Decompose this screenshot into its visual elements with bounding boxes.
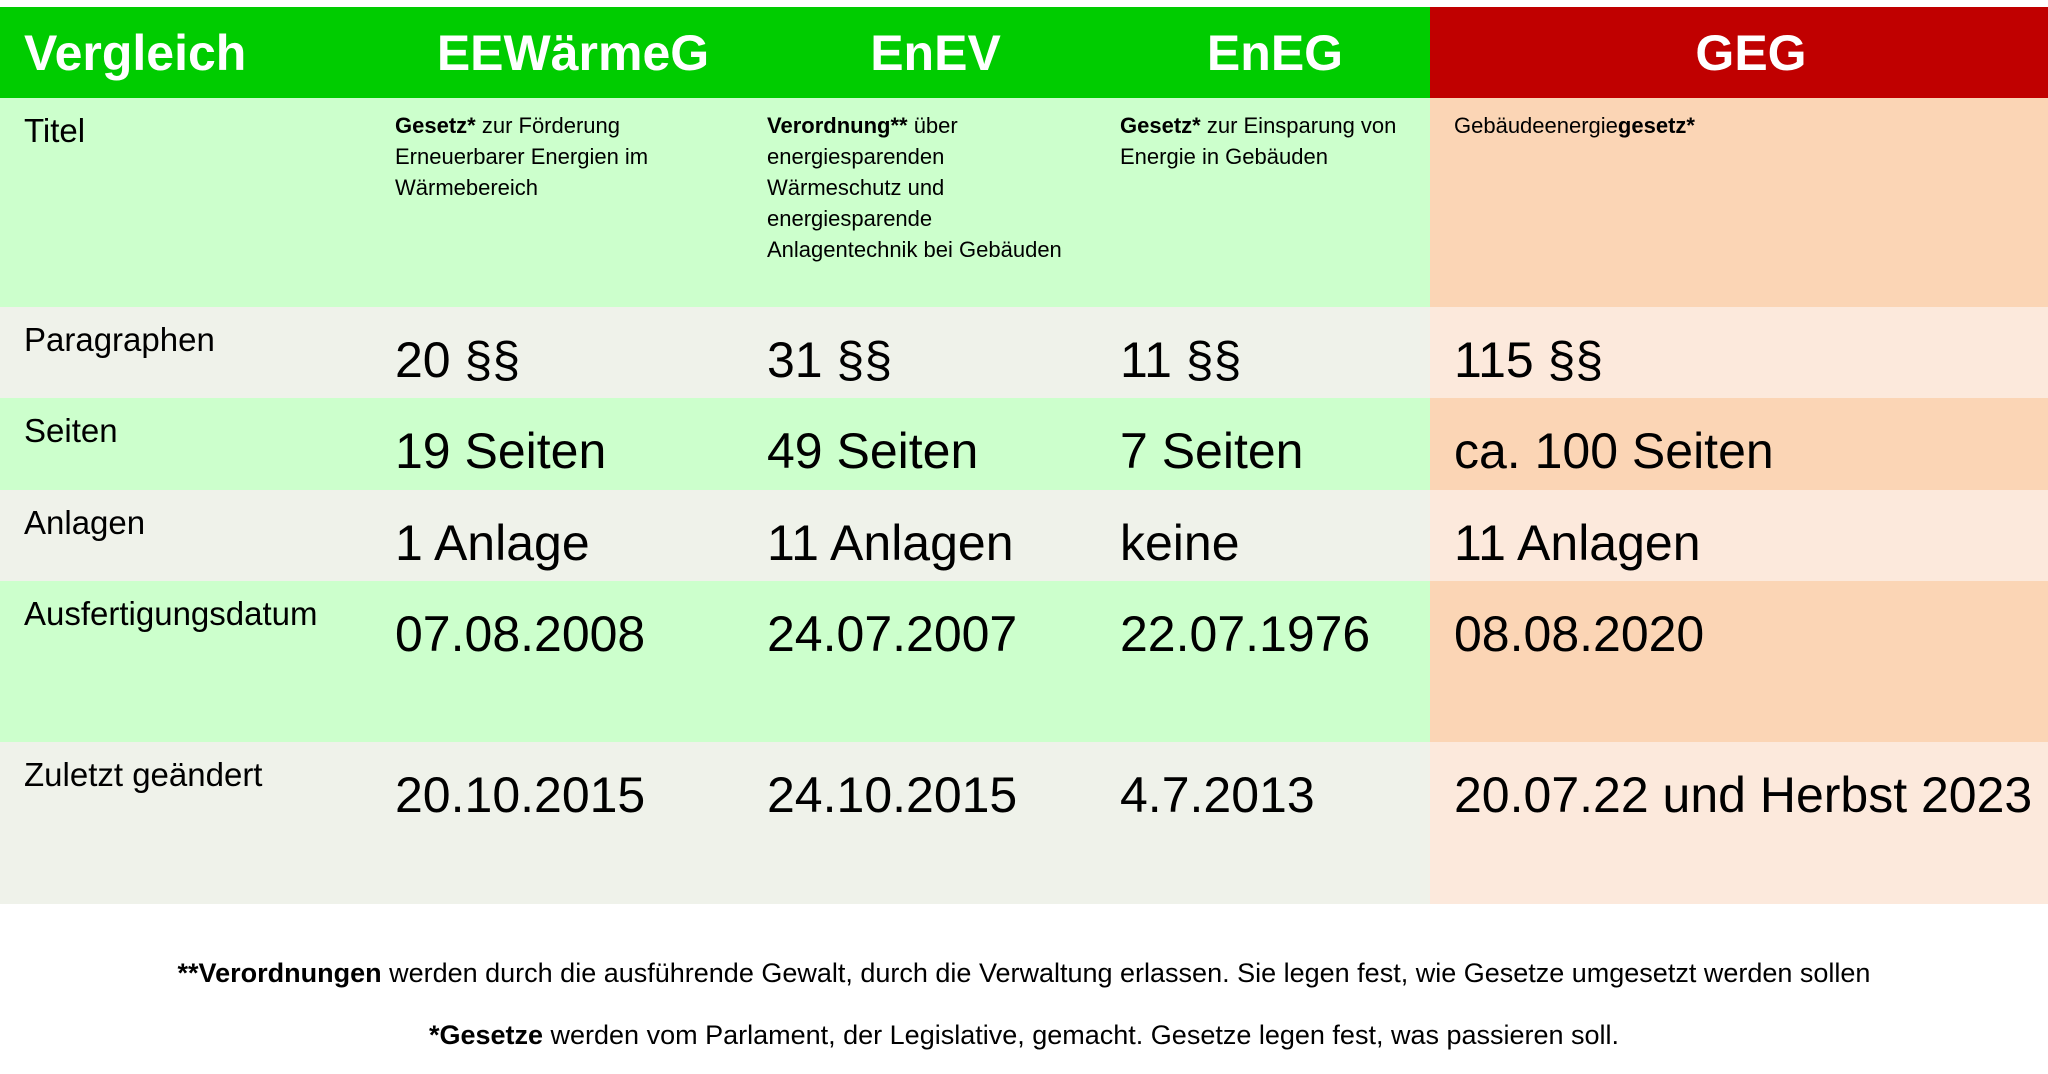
column-header: EnEG bbox=[1104, 7, 1430, 98]
table-cell: 07.08.2008 bbox=[379, 581, 751, 742]
bold-text: Gesetz* bbox=[395, 113, 476, 138]
bold-text: gesetz* bbox=[1617, 113, 1695, 138]
footnote: *Gesetze werden vom Parlament, der Legis… bbox=[0, 1012, 2048, 1074]
column-header: Vergleich bbox=[0, 7, 379, 98]
table-cell: 4.7.2013 bbox=[1104, 742, 1430, 904]
column-header: EnEV bbox=[751, 7, 1104, 98]
text: zur Einsparung von Energie in Gebäuden bbox=[1120, 113, 1397, 169]
table-cell: 31 §§ bbox=[751, 307, 1104, 398]
footnotes: **Verordnungen werden durch die ausführe… bbox=[0, 950, 2048, 1074]
comparison-table: Vergleich EEWärmeG EnEV EnEG GEG Titel Gesetz*… bbox=[0, 7, 2048, 904]
row-label: Ausfertigungsdatum bbox=[0, 581, 379, 742]
bold-text: Verordnung** bbox=[767, 113, 908, 138]
text: werden durch die ausführende Gewalt, dur… bbox=[381, 958, 1871, 988]
bold-text: **Verordnungen bbox=[177, 958, 382, 988]
bold-text: *Gesetze bbox=[428, 1020, 544, 1050]
table-cell: 22.07.1976 bbox=[1104, 581, 1430, 742]
table-cell: 20.10.2015 bbox=[379, 742, 751, 904]
row-label: Titel bbox=[0, 98, 379, 307]
table-cell: 24.10.2015 bbox=[751, 742, 1104, 904]
row-label: Zuletzt geändert bbox=[0, 742, 379, 904]
text: Gebäudeenergie bbox=[1454, 113, 1618, 138]
footnote: **Verordnungen werden durch die ausführe… bbox=[0, 950, 2048, 1012]
table-cell: Verordnung** über energiesparenden Wärme… bbox=[751, 98, 1104, 307]
row-label: Paragraphen bbox=[0, 307, 379, 398]
row-label: Seiten bbox=[0, 398, 379, 490]
table-cell: Gesetz* zur Förderung Erneuerbarer Energ… bbox=[379, 98, 751, 307]
table-cell: 20.07.22 und Herbst 2023 bbox=[1430, 742, 2048, 904]
table-cell: Gebäudeenergiegesetz* bbox=[1430, 98, 2048, 307]
text: zur Förderung Erneuerbarer Energien im W… bbox=[395, 113, 649, 200]
table-cell: 49 Seiten bbox=[751, 398, 1104, 490]
table-cell: 24.07.2007 bbox=[751, 581, 1104, 742]
table-cell: 7 Seiten bbox=[1104, 398, 1430, 490]
table-cell: Gesetz* zur Einsparung von Energie in Ge… bbox=[1104, 98, 1430, 307]
table-cell: 08.08.2020 bbox=[1430, 581, 2048, 742]
column-header: GEG bbox=[1430, 7, 2048, 98]
table-cell: keine bbox=[1104, 490, 1430, 581]
text: über energiesparenden Wärmeschutz und en… bbox=[767, 113, 1062, 262]
table-cell: 20 §§ bbox=[379, 307, 751, 398]
table-cell: 11 Anlagen bbox=[1430, 490, 2048, 581]
table-cell: 11 Anlagen bbox=[751, 490, 1104, 581]
table-cell: 115 §§ bbox=[1430, 307, 2048, 398]
table-cell: 19 Seiten bbox=[379, 398, 751, 490]
bold-text: Gesetz* bbox=[1120, 113, 1201, 138]
row-label: Anlagen bbox=[0, 490, 379, 581]
table-cell: ca. 100 Seiten bbox=[1430, 398, 2048, 490]
text: werden vom Parlament, der Legislative, g… bbox=[543, 1020, 1620, 1050]
table-cell: 1 Anlage bbox=[379, 490, 751, 581]
table-cell: 11 §§ bbox=[1104, 307, 1430, 398]
column-header: EEWärmeG bbox=[379, 7, 751, 98]
